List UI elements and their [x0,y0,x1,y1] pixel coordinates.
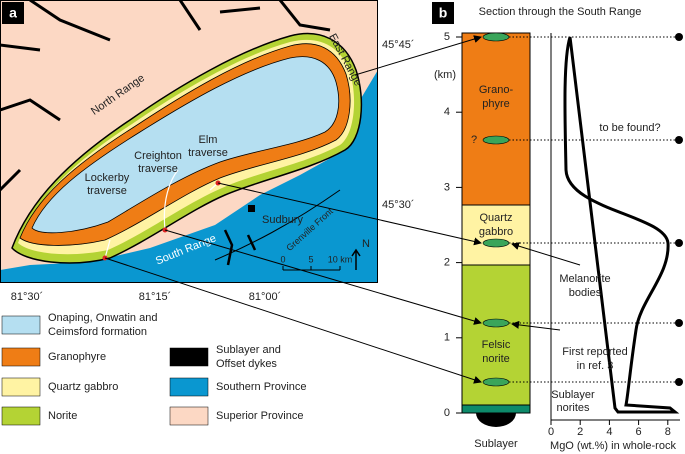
legend-label: Superior Province [216,410,303,422]
legend-label: Norite [48,410,77,422]
legend-swatch [169,406,209,426]
longitude-label: 81°00´ [249,291,282,303]
scale-label: 0 [280,254,285,264]
panel-label-box [2,2,24,24]
panel-label: b [439,5,448,21]
mgo-profile [563,36,680,414]
legend-swatch [1,315,41,335]
place-label: Sudbury [262,214,303,226]
layer-label: phyre [482,98,510,110]
granophyre-layer [461,32,531,206]
annotation: Sublayer [551,389,595,401]
legend-label: Southern Province [216,381,307,393]
sublayer-layer [461,404,531,414]
annotation: Melanorite [559,273,610,285]
longitude-label: 81°15´ [139,291,172,303]
quartz-gabbro-layer [461,204,531,266]
legend-swatch [1,406,41,426]
legend-label: Onaping, Onwatin and [48,312,157,324]
mgo-tick-label: 0 [548,426,554,438]
mgo-tick-label: 8 [665,426,671,438]
annotation: First reported [562,346,627,358]
depth-tick-label: 4 [444,106,450,118]
axis-title: (km) [434,69,456,81]
latitude-label: 45°45´ [382,39,415,51]
layer-label: gabbro [479,226,513,238]
layer-label: Grano- [479,84,514,96]
depth-tick-label: 2 [444,257,450,269]
map [1,1,377,282]
legend-label: Sublayer and [216,344,281,356]
legend: Onaping, Onwatin and Ceimsford formation G… [1,312,307,426]
traverse-label: traverse [188,147,228,159]
mgo-tick-label: 2 [577,426,583,438]
tie-lines [509,33,683,386]
map-frame [0,0,378,283]
section-title: Section through the South Range [479,6,642,18]
legend-swatch [169,347,209,367]
question-mark: ? [471,134,477,146]
annotation: norites [556,402,590,414]
traverse-label: Creighton [134,150,182,162]
traverse-label: Lockerby [85,172,130,184]
annotation: bodies [569,287,602,299]
depth-tick-label: 3 [444,181,450,193]
scale-label: 5 [308,254,313,264]
traverse-arrows [104,35,581,384]
legend-label: Offset dykes [216,358,277,370]
layer-label: Felsic [482,339,511,351]
traverse-label: traverse [138,163,178,175]
legend-label: Ceimsford formation [48,326,147,338]
legend-swatch [1,347,41,367]
axis-title: MgO (wt.%) in whole-rock [550,440,676,452]
depth-tick-label: 1 [444,332,450,344]
layer-label: Quartz [479,212,512,224]
layer-label: norite [482,353,510,365]
sublayer-shape [476,413,516,427]
legend-swatch [1,377,41,397]
panel-label-box [432,2,454,24]
depth-tick-label: 0 [444,407,450,419]
legend-swatch [169,377,209,397]
traverse-label: traverse [87,185,127,197]
mgo-tick-label: 6 [636,426,642,438]
annotation: Sublayer [474,438,518,450]
longitude-label: 81°30´ [11,291,44,303]
mgo-tick-label: 4 [606,426,612,438]
legend-label: Granophyre [48,351,106,363]
annotation: in ref. 3 [577,360,614,372]
traverse-label: Elm [199,134,218,146]
scale-label: 10 km [328,254,353,264]
melanorite-bodies [482,32,510,387]
legend-label: Quartz gabbro [48,381,118,393]
north-label: N [362,238,370,250]
depth-tick-label: 5 [444,31,450,43]
latitude-label: 45°30´ [382,199,415,211]
panel-label: a [9,5,17,21]
annotation: to be found? [599,122,660,134]
